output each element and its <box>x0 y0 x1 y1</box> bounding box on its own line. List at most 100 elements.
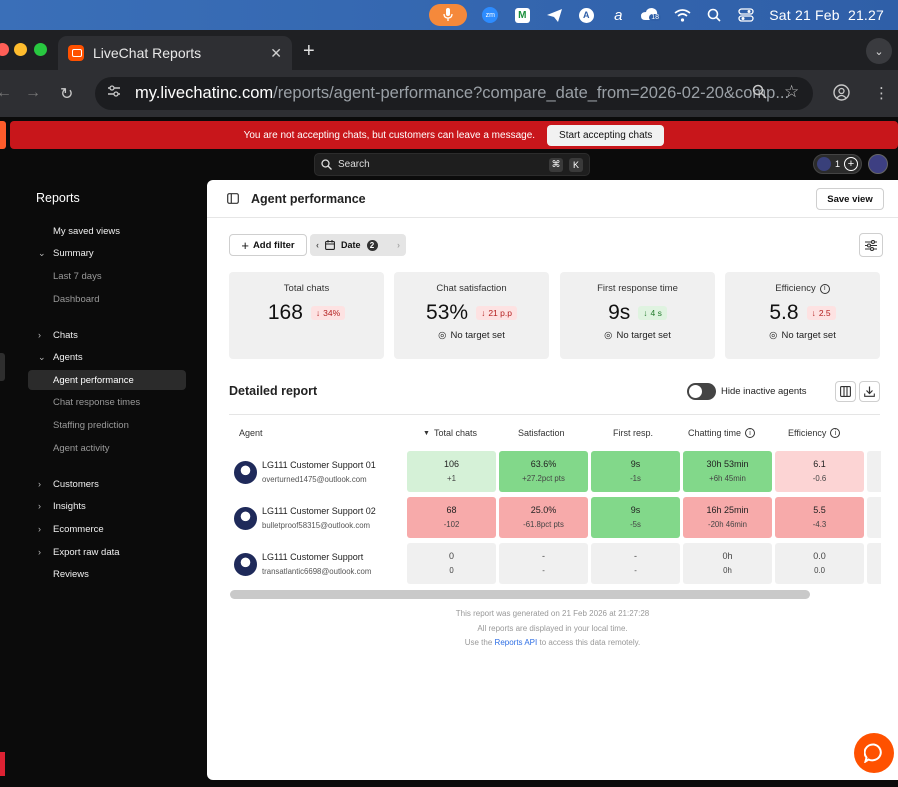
address-bar[interactable]: my.livechatinc.com/reports/agent-perform… <box>95 77 813 110</box>
sidebar-item-staffing-prediction[interactable]: Staffing prediction <box>28 415 186 435</box>
kpi-efficiency[interactable]: Efficiency i 5.8 ↓ 2.5 ◎ No target set <box>725 272 880 359</box>
paper-plane-icon[interactable] <box>545 6 563 24</box>
sidebar-item-dashboard[interactable]: Dashboard <box>28 289 186 309</box>
zoom-magnifier-icon[interactable] <box>752 84 767 104</box>
browser-tab[interactable]: LiveChat Reports ✕ <box>58 36 292 70</box>
kpi-target: ◎ No target set <box>560 330 715 341</box>
app-m-icon[interactable]: M <box>513 6 531 24</box>
kpi-first-response-time[interactable]: First response time 9s ↓ 4 s ◎ No target s… <box>560 272 715 359</box>
column-header-first-resp[interactable]: First resp. <box>613 428 653 438</box>
download-icon <box>864 386 875 397</box>
user-avatar[interactable] <box>868 154 889 174</box>
kpi-chat-satisfaction[interactable]: Chat satisfaction 53% ↓ 21 p.p ◎ No target… <box>394 272 549 359</box>
add-filter-button[interactable]: + Add filter <box>229 234 307 256</box>
forward-arrow-icon[interactable]: → <box>25 84 41 101</box>
site-settings-icon[interactable] <box>107 84 121 103</box>
sort-desc-icon: ▼ <box>423 429 430 437</box>
start-accepting-chats-button[interactable]: Start accepting chats <box>547 124 665 146</box>
kpi-delta-value: 2.5 <box>818 308 831 318</box>
info-icon[interactable]: i <box>830 428 841 438</box>
column-header-total-chats[interactable]: ▼ Total chats <box>423 428 477 438</box>
control-center-icon[interactable] <box>737 6 755 24</box>
column-header-efficiency[interactable]: Efficiency i <box>788 428 841 438</box>
sidebar-item-label: Customers <box>53 478 99 490</box>
table-row-agent[interactable]: LG111 Customer Support transatlantic6698… <box>234 549 409 579</box>
clock[interactable]: Sat 21 Feb 21.27 <box>769 7 884 23</box>
kpi-target-label: No target set <box>781 330 836 341</box>
table-cell: 68 -102 <box>407 497 496 538</box>
table-row-agent[interactable]: LG111 Customer Support 02 bulletproof583… <box>234 503 409 533</box>
sidebar-item-my-saved-views[interactable]: My saved views <box>28 221 186 241</box>
columns-button[interactable] <box>835 381 856 402</box>
sidebar-item-insights[interactable]: › Insights <box>28 496 186 516</box>
microphone-icon[interactable] <box>429 4 468 26</box>
save-view-button[interactable]: Save view <box>816 188 884 210</box>
window-close-button[interactable] <box>0 43 9 56</box>
reports-api-link[interactable]: Reports API <box>494 638 538 647</box>
spotlight-search-icon[interactable] <box>705 6 723 24</box>
kpi-total-chats[interactable]: Total chats 168 ↓ 34% <box>229 272 384 359</box>
info-icon[interactable]: i <box>819 283 830 294</box>
hide-inactive-agents-toggle[interactable] <box>687 383 716 400</box>
global-search[interactable]: Search ⌘ K <box>314 153 590 176</box>
table-row-agent[interactable]: LG111 Customer Support 01 overturned1475… <box>234 457 409 487</box>
sidebar-item-label: Summary <box>53 247 94 259</box>
sidebar-item-ecommerce[interactable]: › Ecommerce <box>28 519 186 539</box>
sidebar-item-export-raw-data[interactable]: › Export raw data <box>28 542 186 562</box>
sidebar-item-chats[interactable]: › Chats <box>28 325 186 345</box>
sidebar-item-agent-activity[interactable]: Agent activity <box>28 438 186 458</box>
new-tab-button[interactable]: + <box>303 40 315 62</box>
sidebar-item-agents[interactable]: ⌄ Agents <box>28 347 186 367</box>
horizontal-scrollbar[interactable] <box>230 590 810 599</box>
sidebar-toggle-icon[interactable] <box>227 193 239 204</box>
livechat-widget-button[interactable] <box>854 733 894 773</box>
notification-count: 18 <box>649 14 662 21</box>
sidebar-item-customers[interactable]: › Customers <box>28 474 186 494</box>
browser-menu-icon[interactable]: ⋮ <box>874 85 889 102</box>
url-path: /reports/agent-performance?compare_date_… <box>273 84 790 102</box>
chevron-right-icon: › <box>38 501 41 511</box>
sidebar-item-chat-response-times[interactable]: Chat response times <box>28 392 186 412</box>
hide-inactive-agents-label: Hide inactive agents <box>721 386 807 397</box>
bookmark-star-icon[interactable]: ☆ <box>784 82 800 101</box>
chevron-left-icon[interactable]: ‹ <box>316 240 319 250</box>
sidebar-item-summary[interactable]: ⌄ Summary <box>28 243 186 263</box>
window-zoom-button[interactable] <box>34 43 47 56</box>
download-button[interactable] <box>859 381 880 402</box>
target-icon: ◎ <box>769 330 778 341</box>
sidebar-item-label: Dashboard <box>53 293 100 305</box>
report-settings-button[interactable] <box>859 233 883 257</box>
zoom-icon[interactable]: zm <box>481 6 499 24</box>
sidebar-title: Reports <box>36 191 80 205</box>
tab-close-icon[interactable]: ✕ <box>270 44 282 61</box>
tab-search-chevron-icon[interactable]: ⌄ <box>866 38 892 64</box>
signature-icon[interactable]: a <box>614 6 623 24</box>
sidebar-item-agent-performance[interactable]: Agent performance <box>28 370 186 390</box>
chevron-right-icon[interactable]: › <box>397 240 400 250</box>
reload-icon[interactable]: ↻ <box>60 86 74 103</box>
cell-value: 0.0 <box>813 551 826 561</box>
agent-email: overturned1475@outlook.com <box>262 475 367 484</box>
kpi-delta-value: 21 p.p <box>488 308 512 318</box>
column-header-satisfaction[interactable]: Satisfaction <box>518 428 565 438</box>
app-store-icon[interactable]: A <box>577 6 595 24</box>
shortcut-cmd-key: ⌘ <box>549 157 563 172</box>
sidebar-item-label: Ecommerce <box>53 523 104 535</box>
cell-value: 0 <box>448 551 454 561</box>
cell-delta: - <box>634 566 637 575</box>
kpi-value: 168 <box>267 301 303 324</box>
info-icon[interactable]: i <box>745 428 756 438</box>
back-arrow-icon[interactable]: ← <box>0 84 12 101</box>
window-minimize-button[interactable] <box>14 43 27 56</box>
wifi-icon[interactable] <box>673 6 691 24</box>
url-text[interactable]: my.livechatinc.com/reports/agent-perform… <box>135 84 789 103</box>
active-agents-pill[interactable]: 1 + <box>813 154 863 174</box>
sidebar-item-last-7-days[interactable]: Last 7 days <box>28 266 186 286</box>
date-filter-chip[interactable]: ‹ Date 2 › <box>310 234 406 256</box>
add-icon[interactable]: + <box>844 157 859 171</box>
notification-badge-icon[interactable]: 18 <box>641 6 662 24</box>
column-header-chatting-time[interactable]: Chatting time i <box>688 428 756 438</box>
sidebar-item-reviews[interactable]: Reviews <box>28 564 186 584</box>
profile-icon[interactable] <box>833 84 850 106</box>
